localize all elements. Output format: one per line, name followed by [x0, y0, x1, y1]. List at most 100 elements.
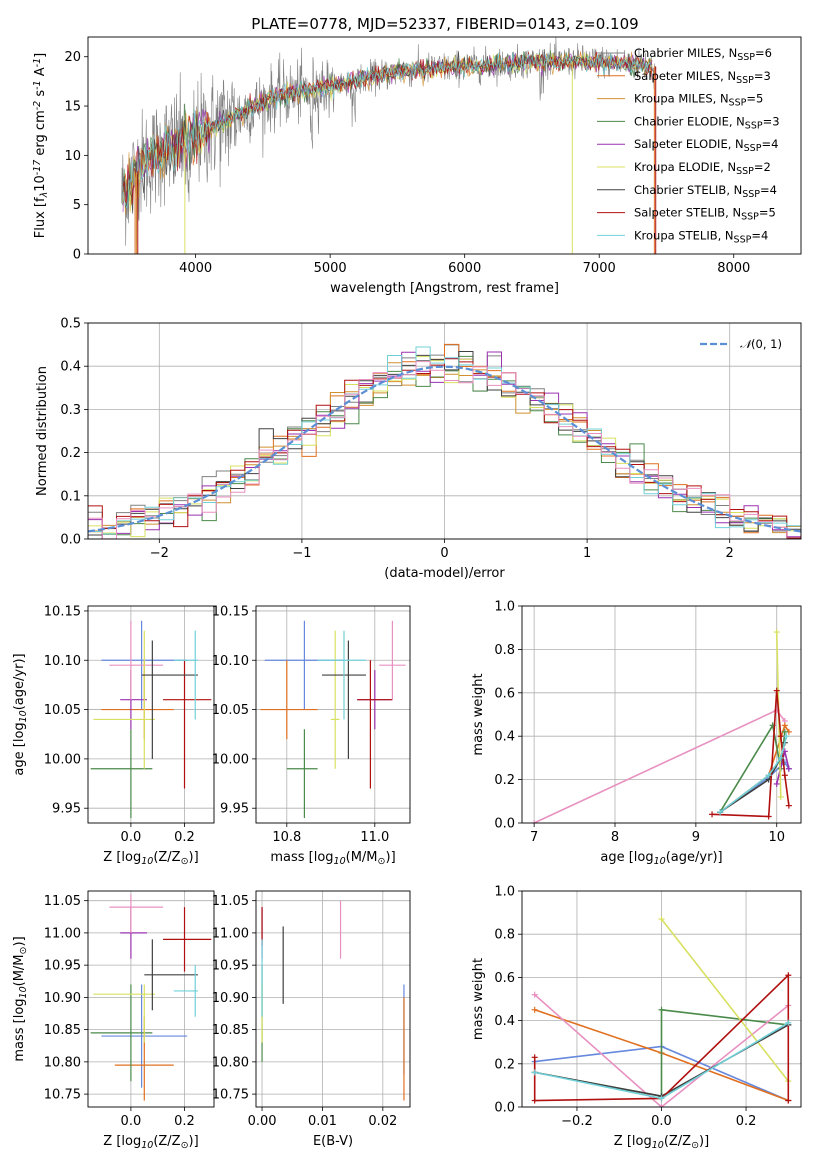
- axes-age_vs_mass: 10.8 11.0 9.95 10.00 10.05 10.10 10.15 mass [lo…: [212, 604, 411, 867]
- axes-spectrum: 4000 5000 6000 7000 8000 0 5 10 15 20 wavelength […: [32, 36, 802, 296]
- y-tick-label: 10: [64, 149, 81, 164]
- y-tick-label: 5: [73, 198, 81, 213]
- y-tick-label: 11.05: [212, 894, 249, 909]
- y-tick-label: 10.85: [212, 1023, 249, 1038]
- y-tick-label: 10.75: [44, 1088, 81, 1103]
- axes-weight_vs_Z: −0.2 0.0 0.2 0.0 0.2 0.4 0.6 0.8 1.0 Z [log10(Z/Z…: [471, 885, 802, 1151]
- y-tick-label: 10.10: [44, 654, 81, 669]
- y-tick-label: 0.4: [60, 360, 81, 375]
- label-fragment: Kroupa ELODIE, N: [634, 160, 736, 174]
- label-fragment: (Z/Z: [153, 1134, 180, 1149]
- label-fragment: ⊙: [18, 947, 29, 955]
- y-tick-label: 0: [73, 248, 81, 263]
- x-axis-label: E(B-V): [313, 1134, 353, 1149]
- label-fragment: ⊙: [691, 1140, 699, 1151]
- label-fragment: SSP: [736, 74, 754, 85]
- axes-residual_hist: −2 −1 0 1 2 0.0 0.1 0.2 0.3 0.4 0.5 (data-model)/er…: [35, 317, 802, 581]
- legend-entry: Chabrier MILES, NSSP=6: [634, 46, 772, 63]
- label-fragment: age [log: [600, 850, 653, 865]
- label-fragment: =5: [746, 92, 763, 106]
- y-tick-label: 10.80: [212, 1055, 249, 1070]
- label-fragment: SSP: [737, 52, 755, 63]
- label-fragment: Chabrier STELIB, N: [634, 183, 742, 197]
- histogram-step: [88, 361, 801, 539]
- label-fragment: Kroupa MILES, N: [634, 92, 729, 106]
- label-fragment: Salpeter MILES, N: [634, 69, 736, 83]
- label-fragment: E(B-V): [313, 1134, 353, 1149]
- label-fragment: ]: [33, 53, 48, 58]
- weight-line: [711, 690, 790, 818]
- label-fragment: =6: [755, 46, 772, 60]
- y-tick-label: 10.95: [212, 959, 249, 974]
- label-fragment: Normed distribution: [35, 366, 50, 496]
- plot-area-age_vs_mass: [260, 620, 406, 819]
- label-fragment: 10: [141, 1140, 153, 1151]
- x-axis-label: Z [log10(Z/Z⊙)]: [103, 850, 198, 867]
- x-tick-label: 1: [583, 546, 591, 561]
- y-tick-label: 0.0: [494, 1101, 515, 1116]
- y-tick-label: 0.0: [60, 533, 81, 548]
- y-tick-label: 0.4: [494, 730, 515, 745]
- legend-entry: Chabrier ELODIE, NSSP=3: [634, 114, 780, 130]
- x-tick-label: 0.00: [248, 1114, 277, 1129]
- y-tick-label: 0.5: [60, 317, 81, 332]
- y-tick-label: 15: [64, 100, 81, 115]
- label-fragment: Chabrier MILES, N: [634, 46, 737, 60]
- label-fragment: )]: [699, 1134, 709, 1149]
- legend-entry: 𝒩(0, 1): [740, 337, 782, 351]
- label-fragment: (0, 1): [751, 337, 782, 351]
- x-tick-label: 4000: [179, 261, 212, 276]
- label-fragment: 10: [654, 856, 666, 867]
- y-tick-label: 0.1: [60, 489, 81, 504]
- y-tick-label: 0.8: [494, 928, 515, 943]
- label-fragment: =2: [754, 160, 771, 174]
- plot-area-weight_vs_age: [531, 629, 792, 823]
- label-fragment: -17: [32, 160, 43, 176]
- legend-entry: Salpeter MILES, NSSP=3: [634, 69, 771, 86]
- label-fragment: Flux [f: [33, 197, 48, 238]
- label-fragment: =5: [759, 206, 776, 220]
- x-tick-label: 9: [692, 830, 700, 845]
- legend-entry: Kroupa ELODIE, NSSP=2: [634, 160, 771, 177]
- y-tick-label: 10.00: [44, 752, 81, 767]
- label-fragment: Salpeter ELODIE, N: [634, 137, 744, 151]
- label-fragment: λ: [39, 192, 50, 199]
- label-fragment: wavelength [Angstrom, rest frame]: [330, 281, 559, 296]
- label-fragment: (Z/Z: [664, 1134, 691, 1149]
- x-tick-label: −2: [150, 546, 169, 561]
- axes-frame: [87, 890, 215, 1108]
- y-tick-label: 0.2: [494, 1057, 515, 1072]
- y-tick-label: 0.2: [494, 773, 515, 788]
- y-tick-label: 10.15: [44, 604, 81, 619]
- label-fragment: (Z/Z: [153, 850, 180, 865]
- label-fragment: ⊙: [378, 856, 386, 867]
- label-fragment: 10: [652, 1140, 664, 1151]
- x-tick-label: 0.2: [174, 830, 195, 845]
- label-fragment: SSP: [736, 166, 754, 177]
- x-axis-label: age [log10(age/yr)]: [600, 850, 722, 867]
- label-fragment: -1: [32, 58, 43, 67]
- x-axis-label: Z [log10(Z/Z⊙)]: [103, 1134, 198, 1151]
- x-tick-label: 0.2: [174, 1114, 195, 1129]
- label-fragment: mass [log: [270, 850, 333, 865]
- spectrum-model-line: [122, 52, 653, 209]
- axes-mass_vs_ebv: 0.00 0.01 0.02 10.75 10.80 10.85 10.90 10.95 11.…: [212, 890, 411, 1149]
- label-fragment: (age/yr)]: [666, 850, 723, 865]
- label-fragment: -2: [32, 101, 43, 110]
- figure-title: PLATE=0778, MJD=52337, FIBERID=0143, z=0…: [251, 15, 638, 33]
- y-tick-label: 10.05: [44, 703, 81, 718]
- label-fragment: Chabrier ELODIE, N: [634, 114, 745, 128]
- y-tick-label: 1.0: [494, 600, 515, 615]
- x-tick-label: 0.2: [736, 1114, 757, 1129]
- y-axis-label: age [log10(age/yr)]: [12, 653, 29, 775]
- y-tick-label: 0.3: [60, 403, 81, 418]
- x-tick-label: −1: [292, 546, 311, 561]
- label-fragment: 10: [141, 856, 153, 867]
- legend-entry: Salpeter STELIB, NSSP=5: [634, 206, 776, 223]
- x-axis-label: Z [log10(Z/Z⊙)]: [614, 1134, 709, 1151]
- label-fragment: 10: [18, 710, 29, 722]
- label-fragment: (age/yr)]: [12, 653, 27, 710]
